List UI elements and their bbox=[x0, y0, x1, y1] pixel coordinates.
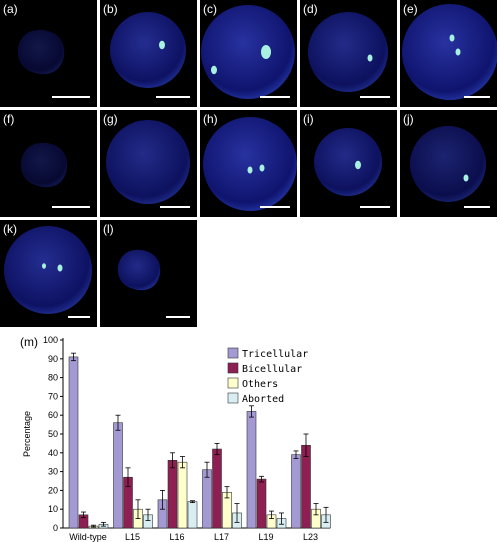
x-tick-label: L23 bbox=[303, 532, 318, 542]
scale-bar bbox=[160, 206, 190, 208]
nucleus-spot bbox=[247, 166, 253, 174]
pollen-grain bbox=[20, 142, 68, 188]
scale-bar bbox=[156, 96, 190, 98]
micrograph-panel: (j) bbox=[400, 110, 497, 217]
y-tick-label: 10 bbox=[48, 504, 58, 514]
legend-swatch bbox=[227, 362, 239, 374]
x-tick-label: L15 bbox=[125, 532, 140, 542]
x-tick-label: L19 bbox=[258, 532, 273, 542]
scale-bar bbox=[360, 96, 390, 98]
x-tick-label: L17 bbox=[214, 532, 229, 542]
legend-swatch bbox=[227, 392, 239, 404]
legend-label: Aborted bbox=[242, 394, 284, 405]
micrograph-panel: (k) bbox=[0, 220, 97, 327]
micrograph-panel: (i) bbox=[300, 110, 397, 217]
legend-swatch bbox=[227, 377, 239, 389]
pollen-grain bbox=[314, 128, 382, 196]
panel-label: (i) bbox=[303, 112, 314, 126]
panel-label: (f) bbox=[3, 112, 15, 126]
bar-tricellular bbox=[202, 469, 212, 529]
pollen-grain bbox=[410, 126, 486, 202]
y-tick-label: 20 bbox=[48, 485, 58, 495]
nucleus-spot bbox=[57, 264, 63, 272]
bar-chart: (m) 0 10 20 30 40 50 60 70 80 90 100 Percentage Wild-… bbox=[20, 335, 331, 542]
nucleus-spot bbox=[455, 48, 461, 56]
y-tick-label: 70 bbox=[48, 391, 58, 401]
pollen-grain bbox=[203, 117, 297, 211]
micrograph-panel: (d) bbox=[300, 0, 397, 107]
pollen-grain bbox=[117, 249, 161, 291]
bar-tricellular bbox=[113, 422, 123, 529]
bar-bicellular bbox=[256, 478, 267, 529]
panel-label: (l) bbox=[103, 222, 114, 236]
pollen-grain bbox=[4, 226, 92, 314]
bar-others bbox=[177, 461, 188, 529]
nucleus-spot bbox=[261, 45, 271, 59]
pollen-grain bbox=[17, 29, 65, 75]
micrograph-panel: (f) bbox=[0, 110, 97, 217]
micrograph-panel: (h) bbox=[200, 110, 297, 217]
x-tick-label: L16 bbox=[169, 532, 184, 542]
panel-label: (a) bbox=[3, 2, 18, 16]
nucleus-spot bbox=[463, 174, 469, 182]
scale-bar bbox=[166, 316, 190, 318]
scale-bar bbox=[360, 206, 390, 208]
panel-label: (b) bbox=[103, 2, 118, 16]
panel-label: (h) bbox=[203, 112, 218, 126]
micrograph-panel: (e) bbox=[400, 0, 497, 107]
panel-label: (j) bbox=[403, 112, 414, 126]
bar-tricellular bbox=[291, 454, 301, 529]
legend-label: Others bbox=[242, 379, 278, 390]
bar-tricellular bbox=[246, 411, 257, 529]
scale-bar bbox=[260, 206, 290, 208]
y-axis-label: Percentage bbox=[22, 411, 32, 457]
nucleus-spot bbox=[355, 160, 361, 170]
pollen-grain bbox=[201, 5, 295, 99]
micrograph-panel: (b) bbox=[100, 0, 197, 107]
chart-panel-label: (m) bbox=[20, 335, 38, 349]
nucleus-spot bbox=[211, 65, 217, 75]
y-tick-label: 0 bbox=[53, 523, 58, 533]
y-tick-label: 40 bbox=[48, 448, 58, 458]
panel-label: (e) bbox=[403, 2, 418, 16]
scale-bar bbox=[52, 96, 90, 98]
bar-tricellular bbox=[68, 356, 79, 529]
bar-bicellular bbox=[212, 448, 222, 529]
micrograph-panel: (g) bbox=[100, 110, 197, 217]
scale-bar bbox=[464, 206, 490, 208]
panel-label: (d) bbox=[303, 2, 318, 16]
pollen-grain bbox=[110, 12, 186, 88]
legend-swatch bbox=[227, 347, 239, 359]
legend-label: Bicellular bbox=[242, 364, 302, 375]
nucleus-spot bbox=[449, 34, 455, 42]
y-tick-label: 100 bbox=[43, 335, 58, 345]
panel-label: (c) bbox=[203, 2, 217, 16]
nucleus-spot bbox=[159, 40, 165, 50]
pollen-grain bbox=[402, 4, 497, 100]
panel-label: (k) bbox=[3, 222, 17, 236]
scale-bar bbox=[68, 316, 90, 318]
micrograph-panel: (c) bbox=[200, 0, 297, 107]
x-tick-label: Wild-type bbox=[69, 532, 107, 542]
nucleus-spot bbox=[42, 263, 46, 269]
y-tick-label: 80 bbox=[48, 373, 58, 383]
scale-bar bbox=[52, 206, 90, 208]
legend-label: Tricellular bbox=[242, 349, 308, 360]
panel-label: (g) bbox=[103, 112, 118, 126]
pollen-grain bbox=[308, 12, 388, 92]
y-tick-label: 90 bbox=[48, 354, 58, 364]
nucleus-spot bbox=[367, 54, 373, 62]
y-tick-label: 50 bbox=[48, 429, 58, 439]
micrograph-panel: (a) bbox=[0, 0, 97, 107]
nucleus-spot bbox=[259, 164, 265, 172]
pollen-grain bbox=[106, 120, 190, 204]
scale-bar bbox=[260, 96, 290, 98]
micrograph-panel: (l) bbox=[100, 220, 197, 327]
bar-aborted bbox=[187, 501, 198, 529]
bar-bicellular bbox=[301, 444, 311, 529]
y-tick-label: 30 bbox=[48, 467, 58, 477]
bar-bicellular bbox=[167, 460, 178, 529]
y-tick-label: 60 bbox=[48, 410, 58, 420]
scale-bar bbox=[464, 96, 490, 98]
